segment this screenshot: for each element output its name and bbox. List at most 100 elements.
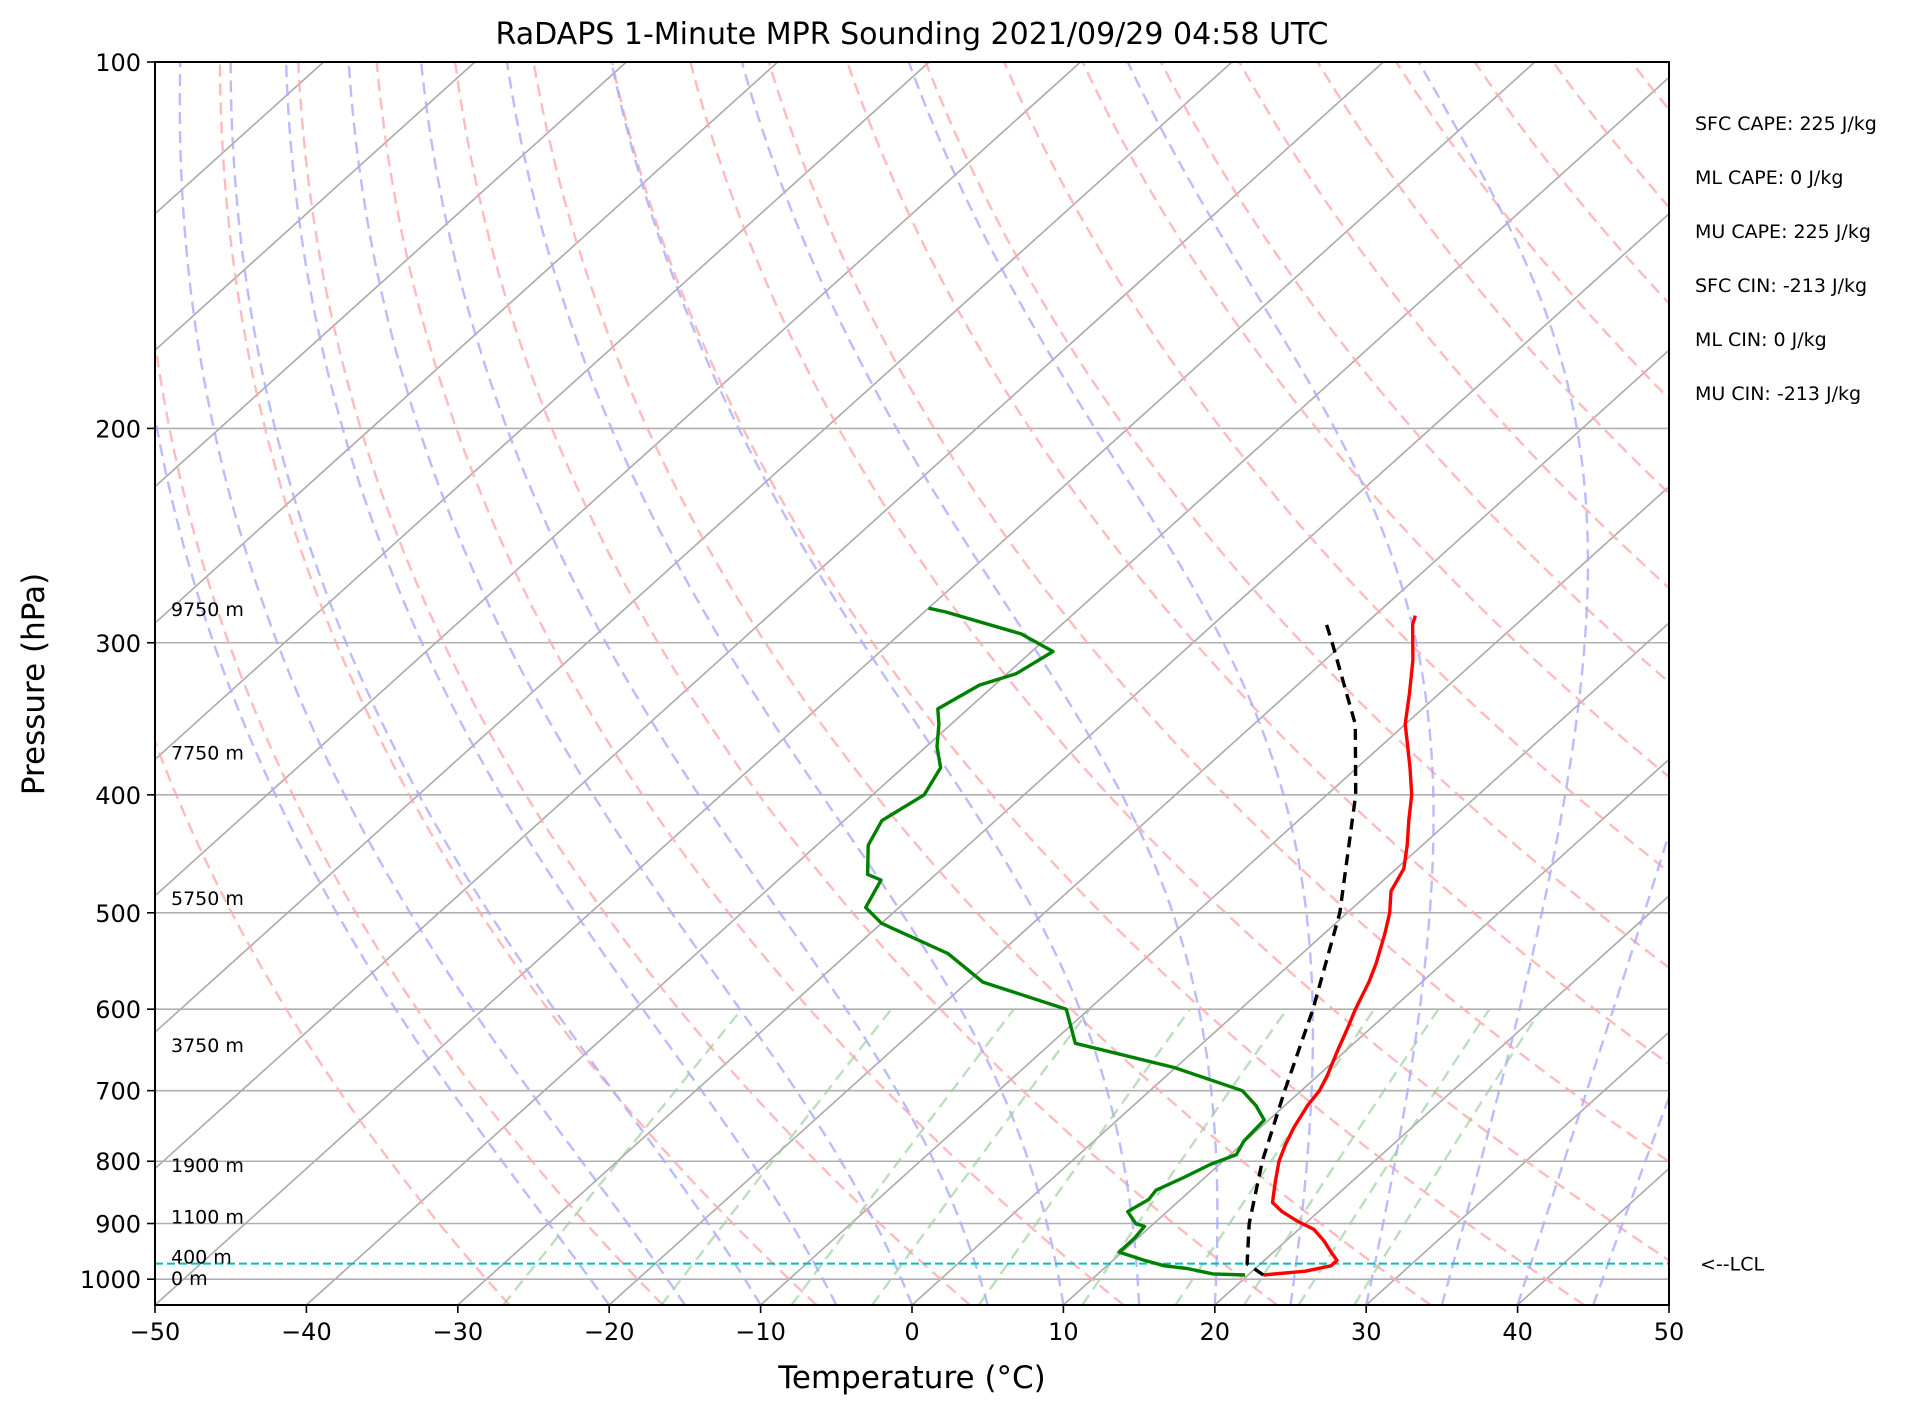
index-text: MU CIN: -213 J/kg [1695,383,1861,405]
x-tick-label: 30 [1351,1318,1382,1346]
mixing-ratio-line [1353,1008,1543,1305]
dry-adiabats [155,62,1669,1305]
moist-adiabats [155,62,1669,1305]
mixing-ratio-line [660,1008,893,1305]
chart-title: RaDAPS 1-Minute MPR Sounding 2021/09/29 … [496,17,1329,52]
isotherm-line [457,212,1669,1305]
dry-adiabat-line [610,62,1585,1305]
moist-adiabat-line [155,410,611,1305]
index-text: SFC CIN: -213 J/kg [1695,275,1867,297]
moist-adiabat-line [505,62,1065,1305]
dry-adiabat-line [846,62,1669,1066]
dewpoint-profile [864,606,1266,1277]
pressure-gridlines [155,62,1669,1281]
x-tick-label: −50 [130,1318,181,1346]
dry-adiabat-line [375,62,1125,1305]
moist-adiabat-line [1417,62,1590,1305]
y-axis-ticks: 100 200 300 400 500 600 700 800 900 1000 [80,49,155,1294]
y-tick-label: 200 [95,415,141,443]
y-tick-label: 800 [95,1148,141,1176]
isotherm-line [608,349,1669,1305]
x-tick-label: 20 [1200,1318,1231,1346]
parcel-profile [1245,618,1358,1277]
x-tick-label: 50 [1654,1318,1685,1346]
isotherm-line [155,62,1536,1305]
y-tick-label: 700 [95,1078,141,1106]
y-axis-label: Pressure (hPa) [16,573,52,795]
dry-adiabat-line [218,62,818,1305]
mixing-ratio-line [502,1008,743,1305]
dry-adiabat-line [1238,62,1669,590]
height-label: 7750 m [171,743,244,765]
moist-adiabat-line [178,62,686,1305]
y-tick-label: 600 [95,996,141,1024]
x-tick-label: −20 [584,1318,635,1346]
isotherm-line [1214,894,1669,1305]
isotherm-line [760,485,1669,1305]
dry-adiabat-line [297,62,971,1305]
moist-adiabat-line [907,62,1315,1305]
lcl-label: <--LCL [1700,1254,1764,1276]
dry-adiabat-line [155,333,664,1305]
y-tick-label: 1000 [80,1266,141,1294]
index-text: SFC CAPE: 225 J/kg [1695,113,1877,135]
mixing-ratio-lines [502,1008,1543,1305]
moist-adiabat-line [1516,829,1669,1305]
height-label: 1900 m [171,1155,244,1177]
height-label: 0 m [171,1268,208,1290]
dry-adiabat-line [689,62,1669,1262]
moist-adiabat-line [229,62,762,1305]
height-label: 5750 m [171,888,244,910]
y-tick-label: 100 [95,49,141,77]
mixing-ratio-line [977,1008,1191,1305]
x-tick-label: 0 [904,1318,919,1346]
x-tick-label: 40 [1502,1318,1533,1346]
mixing-ratio-line [1174,1008,1376,1305]
mixing-ratio-line [790,1008,1015,1305]
moist-adiabat-line [347,62,914,1305]
x-tick-label: −40 [281,1318,332,1346]
isotherm-line [155,62,779,625]
dry-adiabat-line [1003,62,1669,874]
temperature-profile [1263,615,1417,1277]
y-tick-label: 900 [95,1211,141,1239]
dry-adiabat-line [924,62,1669,970]
x-tick-label: −10 [735,1318,786,1346]
height-label: 3750 m [171,1035,244,1057]
mixing-ratio-line [1243,1008,1440,1305]
height-label: 9750 m [171,599,244,621]
x-axis-ticks: −50 −40 −30 −20 −10 0 10 20 30 40 50 [130,1305,1685,1346]
mixing-ratio-line [871,1008,1091,1305]
sounding-profiles [864,606,1417,1277]
isotherm-line [155,62,930,761]
index-text: MU CAPE: 225 J/kg [1695,221,1871,243]
isotherm-line [155,62,476,352]
x-tick-label: 10 [1048,1318,1079,1346]
moist-adiabat-line [1126,62,1435,1305]
isotherm-line [155,62,627,488]
isotherm-line [1365,1031,1669,1305]
y-tick-label: 500 [95,900,141,928]
mixing-ratio-line [1081,1008,1288,1305]
x-tick-label: −30 [432,1318,483,1346]
lcl-label-group: <--LCL [1700,1254,1764,1276]
moist-adiabat-line [740,62,1219,1305]
dry-adiabat-line [453,62,1278,1305]
index-text: ML CAPE: 0 J/kg [1695,167,1843,189]
index-panel: SFC CAPE: 225 J/kg ML CAPE: 0 J/kg MU CAPE… [1695,113,1877,405]
isotherm-line [911,621,1669,1305]
dry-adiabat-line [532,62,1432,1305]
y-tick-label: 300 [95,630,141,658]
y-tick-label: 400 [95,782,141,810]
isotherms [155,62,1669,1305]
moist-adiabat-line [284,62,838,1305]
isotherm-line [155,62,1384,1170]
isotherm-line [155,62,1082,897]
moist-adiabat-line [419,62,989,1305]
dry-adiabat-line [767,62,1669,1164]
height-label: 1100 m [171,1207,244,1229]
height-label: 400 m [171,1247,232,1269]
